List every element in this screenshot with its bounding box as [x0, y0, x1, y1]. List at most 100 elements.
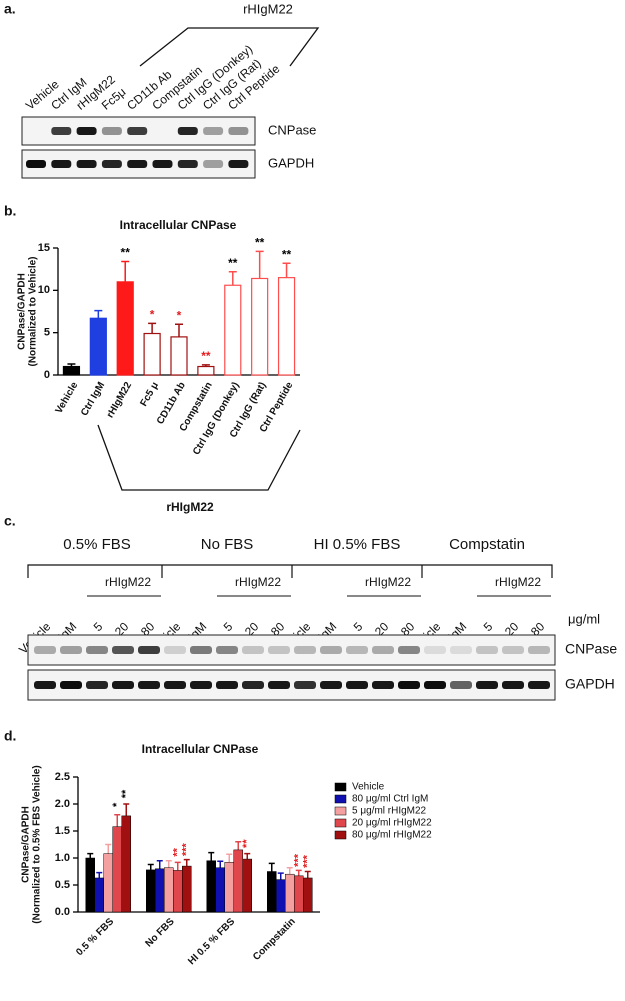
band [294, 681, 316, 689]
x-tick-label: HI 0.5 % FBS [186, 916, 237, 967]
error-bar [114, 814, 121, 827]
group-label: 0.5% FBS [63, 536, 131, 553]
significance: ** [121, 246, 131, 260]
band [177, 127, 198, 135]
error-bar [208, 851, 215, 861]
band [101, 127, 122, 135]
bar [155, 868, 165, 913]
bar [182, 865, 192, 913]
band [450, 646, 472, 654]
legend-label: Vehicle [352, 782, 385, 793]
band [372, 681, 394, 689]
band [203, 127, 224, 135]
legend-label: 20 μg/ml rHIgM22 [352, 818, 432, 829]
band [398, 646, 420, 654]
band [242, 681, 264, 689]
y-tick-label: 2.5 [55, 771, 70, 783]
panel-label: b. [4, 203, 16, 219]
error-bar [304, 870, 311, 878]
significance: ** [201, 349, 211, 363]
error-bar [228, 270, 237, 286]
band [216, 681, 238, 689]
band [268, 681, 290, 689]
bar [62, 365, 81, 376]
bar [116, 281, 134, 376]
band [190, 681, 212, 689]
row-label: GAPDH [268, 155, 314, 170]
band [320, 646, 342, 654]
y-tick-label: 1.0 [55, 852, 70, 864]
band [502, 681, 524, 689]
y-tick-label: 5 [44, 327, 50, 339]
bar [242, 858, 252, 913]
y-axis-label: (Normalized to Vehicle) [28, 256, 39, 366]
legend-swatch [334, 818, 347, 828]
error-bar [175, 323, 183, 337]
bar [94, 877, 104, 913]
band [51, 127, 72, 135]
error-bar [282, 262, 291, 278]
band [203, 160, 224, 168]
error-bar [235, 841, 242, 850]
error-bar [105, 843, 112, 854]
x-tick-label: Ctrl IgM [79, 380, 107, 418]
bracket [139, 27, 320, 67]
band [424, 646, 446, 654]
bar [251, 277, 269, 376]
band [398, 681, 420, 689]
subgroup-label: rHIgM22 [235, 575, 281, 589]
band [60, 681, 82, 689]
legend-swatch [334, 794, 347, 804]
error-bar [295, 869, 302, 876]
band [34, 681, 56, 689]
bar [197, 365, 215, 376]
subgroup-label: rHIgM22 [365, 575, 411, 589]
y-axis-label: CNPase/GAPDH [21, 806, 32, 883]
error-bar [183, 858, 190, 867]
band [138, 646, 160, 654]
significance: *** [293, 853, 305, 867]
bar [285, 873, 295, 913]
bar [224, 862, 234, 913]
band [177, 160, 198, 168]
band [138, 681, 160, 689]
error-bar [87, 852, 94, 858]
band [127, 127, 148, 135]
band [528, 646, 550, 654]
band [476, 646, 498, 654]
significance: * [177, 308, 182, 322]
band [86, 681, 108, 689]
x-tick-label: No FBS [143, 916, 177, 950]
chart-title: Intracellular CNPase [142, 742, 259, 756]
error-bar [277, 872, 284, 880]
bar [89, 317, 107, 376]
band [152, 160, 173, 168]
bar [294, 875, 304, 913]
error-bar [226, 853, 233, 863]
band [112, 681, 134, 689]
bar [233, 849, 243, 913]
band [228, 160, 249, 168]
legend-swatch [334, 782, 347, 792]
bar [224, 284, 242, 376]
group-label: HI 0.5% FBS [314, 536, 401, 553]
group-label: Compstatin [449, 536, 525, 553]
error-bar [121, 260, 130, 282]
bar [85, 857, 95, 913]
subgroup-label: rHIgM22 [105, 575, 151, 589]
significance: ** [282, 247, 292, 261]
row-label: CNPase [565, 641, 617, 657]
band [372, 646, 394, 654]
lane-label: 5 [91, 619, 106, 634]
band [76, 160, 97, 168]
band [76, 127, 97, 135]
significance: *** [302, 854, 314, 868]
lane-label: 5 [481, 619, 496, 634]
error-bar [268, 862, 275, 872]
legend-label: 80 μg/ml Ctrl IgM [352, 794, 428, 805]
significance: ** [241, 839, 253, 848]
error-bar [217, 860, 224, 868]
bar [164, 867, 174, 913]
error-bar [165, 859, 172, 868]
